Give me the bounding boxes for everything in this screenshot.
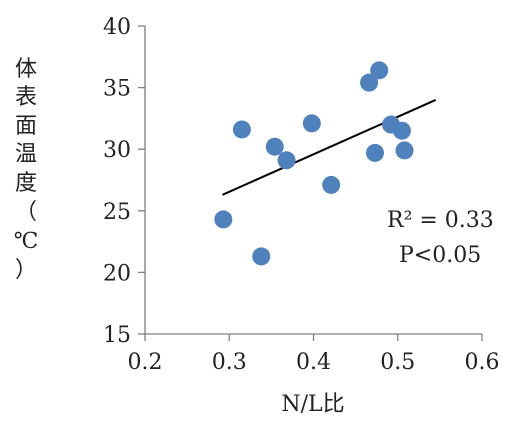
y-tick-label: 30: [103, 138, 131, 163]
y-axis-title-char: 体: [15, 57, 37, 82]
data-point: [395, 141, 414, 160]
trendline: [222, 99, 437, 196]
data-point: [277, 151, 296, 170]
data-point: [322, 175, 341, 194]
y-axis-title-char: 度: [15, 171, 37, 196]
y-tick-label: 20: [103, 261, 131, 286]
p-value-annotation: P<0.05: [399, 243, 481, 268]
x-tick-label: 0.5: [380, 350, 415, 375]
y-axis-title-char: 温: [15, 142, 37, 167]
y-axis-title-char: 面: [15, 114, 37, 139]
data-point: [252, 247, 271, 266]
y-tick-label: 35: [103, 77, 131, 102]
x-tick-label: 0.2: [128, 350, 163, 375]
y-ticks: 15 20 25 30 35 40: [103, 15, 145, 348]
y-axis-title-char: ）: [15, 258, 37, 283]
x-tick-label: 0.3: [212, 350, 247, 375]
y-axis-title-char: 表: [15, 85, 37, 110]
x-tick-label: 0.4: [296, 350, 331, 375]
y-tick-label: 25: [103, 200, 131, 225]
data-point: [370, 61, 389, 80]
y-tick-label: 40: [103, 15, 131, 40]
y-axis-title-char: ℃: [14, 229, 39, 254]
x-tick-label: 0.6: [465, 350, 500, 375]
x-axis-title: N/L比: [281, 392, 344, 417]
data-point: [214, 210, 233, 229]
data-point: [392, 121, 411, 140]
data-point: [366, 143, 385, 162]
data-point: [302, 114, 321, 133]
x-ticks: 0.2 0.3 0.4 0.5 0.6: [128, 334, 500, 375]
r-squared-annotation: R² = 0.33: [387, 208, 494, 233]
y-axis-title-char: （: [15, 200, 37, 225]
plot-area: 15 20 25 30 35 40 0.2 0.3 0.4 0.5 0.6: [103, 15, 500, 375]
data-point: [232, 120, 251, 139]
y-tick-label: 15: [103, 323, 131, 348]
data-point: [265, 137, 284, 156]
data-point: [360, 73, 379, 92]
data-points: [214, 61, 414, 266]
